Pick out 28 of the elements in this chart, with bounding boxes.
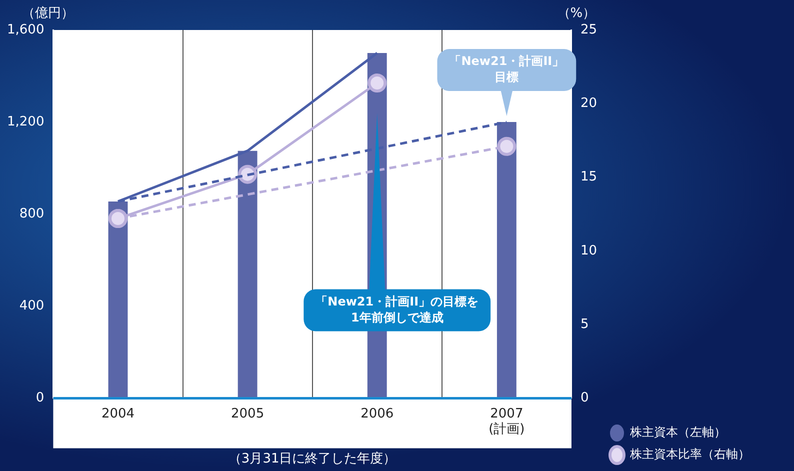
x-axis-title: （3月31日に終了した年度） bbox=[228, 450, 396, 467]
y-tick-label: 800 bbox=[19, 206, 44, 222]
y-axis-title: （億円） bbox=[22, 6, 74, 21]
point bbox=[497, 136, 516, 156]
y2-tick-label: 20 bbox=[580, 96, 598, 112]
y2-tick-label: 0 bbox=[580, 390, 589, 406]
y-tick-label: 1,200 bbox=[7, 114, 44, 130]
y-tick-label: 0 bbox=[36, 390, 44, 406]
bar bbox=[496, 122, 516, 398]
y2-axis-title: （%） bbox=[557, 6, 596, 21]
y2-tick-label: 15 bbox=[580, 170, 598, 185]
x-tick-label: 2006 bbox=[360, 406, 394, 422]
y-tick-label: 400 bbox=[19, 298, 44, 314]
y2-tick-label: 5 bbox=[580, 316, 589, 332]
y-tick-label: 1,600 bbox=[7, 22, 44, 38]
point bbox=[368, 74, 387, 93]
x-tick-label: 2005 bbox=[231, 406, 264, 422]
bar bbox=[108, 201, 128, 398]
legend-label: 株主資本比率（右軸） bbox=[629, 447, 750, 462]
x-tick-label: 2007 (計画) bbox=[488, 406, 525, 437]
x-tick-label: 2004 bbox=[101, 406, 135, 422]
legend-label: 株主資本（左軸） bbox=[629, 425, 726, 440]
point bbox=[108, 209, 128, 228]
annotation: 「New21・計画II」の目標を1年前倒しで達成 bbox=[316, 294, 479, 324]
bar bbox=[238, 150, 258, 398]
annotation: 「New21・計画II」目標 bbox=[449, 54, 564, 84]
y2-tick-label: 25 bbox=[580, 22, 598, 38]
y2-tick-label: 10 bbox=[580, 243, 598, 258]
